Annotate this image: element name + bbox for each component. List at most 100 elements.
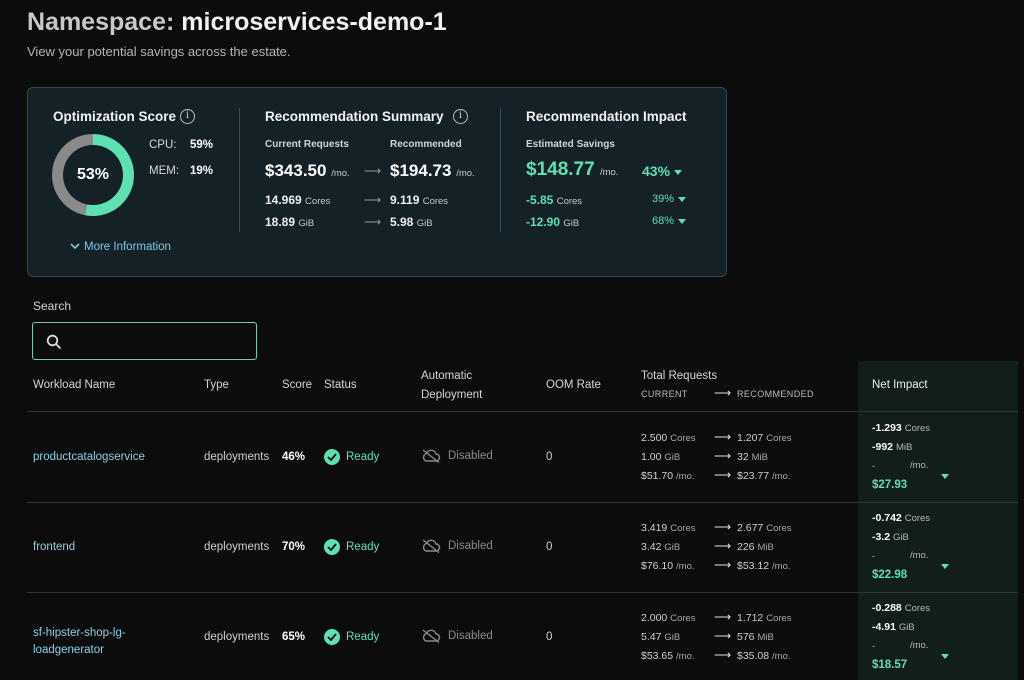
recommended-cores: 1.207 Cores bbox=[737, 432, 792, 444]
namespace-name: microservices-demo-1 bbox=[181, 8, 447, 36]
column-subheader-recommended: RECOMMENDED bbox=[737, 389, 814, 399]
current-memory: 1.00 GiB bbox=[641, 451, 681, 463]
automatic-deployment-status: Disabled bbox=[421, 629, 493, 643]
search-icon bbox=[46, 334, 62, 350]
net-cost-unit: /mo. bbox=[910, 640, 929, 651]
page-title: Namespace: microservices-demo-1 bbox=[27, 8, 447, 37]
estimated-savings-value: $148.77 /mo. bbox=[526, 159, 619, 180]
divider bbox=[500, 108, 501, 232]
savings-percent[interactable]: 43% bbox=[642, 163, 683, 179]
status-badge: Ready bbox=[324, 449, 379, 465]
more-information-toggle[interactable]: More Information bbox=[70, 241, 171, 253]
net-impact-column bbox=[858, 361, 1018, 680]
workload-type: deployments bbox=[204, 631, 270, 643]
caret-down-icon[interactable] bbox=[941, 564, 949, 569]
workload-score: 65% bbox=[282, 631, 306, 643]
column-header-deployment[interactable]: Deployment bbox=[421, 389, 483, 401]
workload-score: 46% bbox=[282, 451, 306, 463]
search-label: Search bbox=[33, 299, 72, 313]
status-label: Ready bbox=[346, 451, 380, 463]
column-header-oom-rate[interactable]: OOM Rate bbox=[546, 379, 601, 391]
net-memory: -3.2 GiB bbox=[872, 531, 909, 543]
check-circle-icon bbox=[324, 539, 340, 555]
cpu-label: CPU: bbox=[149, 139, 177, 151]
net-cost-dash: - bbox=[872, 551, 876, 562]
automatic-deployment-status: Disabled bbox=[421, 539, 493, 553]
net-cores: -1.293 Cores bbox=[872, 422, 931, 434]
cores-percent[interactable]: 39% bbox=[652, 193, 687, 205]
net-savings: $22.98 bbox=[872, 569, 908, 581]
column-header-automatic[interactable]: Automatic bbox=[421, 370, 473, 382]
page-subtitle: View your potential savings across the e… bbox=[27, 44, 291, 59]
recommended-cost: $23.77 /mo. bbox=[737, 470, 791, 482]
column-header-type[interactable]: Type bbox=[204, 379, 229, 391]
arrow-icon: ⟶ bbox=[714, 520, 732, 534]
mem-value: 19% bbox=[190, 165, 214, 177]
caret-down-icon bbox=[674, 169, 683, 175]
search-box[interactable] bbox=[32, 322, 257, 360]
recommended-memory: 226 MiB bbox=[737, 541, 774, 553]
net-memory: -992 MiB bbox=[872, 441, 913, 453]
net-cost-unit: /mo. bbox=[910, 460, 929, 471]
arrow-icon: ⟶ bbox=[714, 610, 732, 624]
arrow-icon: ⟶ bbox=[714, 430, 732, 444]
automatic-deployment-label: Disabled bbox=[448, 540, 493, 552]
current-cost: $76.10 /mo. bbox=[641, 560, 695, 572]
divider bbox=[27, 411, 1018, 412]
recommendation-summary-title: Recommendation Summary bbox=[265, 109, 444, 124]
current-memory: 5.47 GiB bbox=[641, 631, 681, 643]
cloud-off-icon bbox=[422, 629, 441, 643]
current-memory: 18.89 GiB bbox=[265, 215, 315, 229]
column-header-net-impact[interactable]: Net Impact bbox=[872, 379, 928, 391]
oom-rate: 0 bbox=[546, 541, 553, 553]
divider bbox=[27, 502, 1018, 503]
arrow-icon: ⟶ bbox=[714, 449, 732, 463]
net-cost-dash: - bbox=[872, 641, 876, 652]
recommended-cores: 9.119 Cores bbox=[390, 193, 449, 207]
column-header-workload[interactable]: Workload Name bbox=[33, 379, 116, 391]
info-icon[interactable]: i bbox=[453, 109, 468, 124]
recommended-memory: 576 MiB bbox=[737, 631, 774, 643]
workload-score: 70% bbox=[282, 541, 306, 553]
recommended-cores: 2.677 Cores bbox=[737, 522, 792, 534]
workload-name-link[interactable]: frontend bbox=[33, 541, 76, 553]
net-cost-unit: /mo. bbox=[910, 550, 929, 561]
net-cores: -0.742 Cores bbox=[872, 512, 931, 524]
net-cores: -0.288 Cores bbox=[872, 602, 931, 614]
recommendation-impact-title: Recommendation Impact bbox=[526, 109, 687, 124]
net-cost-dash: - bbox=[872, 461, 876, 472]
automatic-deployment-status: Disabled bbox=[421, 449, 493, 463]
column-subheader-current: CURRENT bbox=[641, 389, 688, 399]
current-cores: 3.419 Cores bbox=[641, 522, 696, 534]
search-input[interactable] bbox=[69, 323, 249, 359]
arrow-icon: ⟶ bbox=[364, 193, 382, 207]
caret-down-icon[interactable] bbox=[941, 474, 949, 479]
info-icon[interactable]: i bbox=[180, 109, 195, 124]
optimization-score-value: 53% bbox=[63, 145, 123, 205]
mem-label: MEM: bbox=[149, 165, 180, 177]
caret-down-icon[interactable] bbox=[941, 654, 949, 659]
current-price: $343.50 /mo. bbox=[265, 161, 350, 180]
recommended-label: Recommended bbox=[390, 139, 462, 150]
current-cost: $51.70 /mo. bbox=[641, 470, 695, 482]
check-circle-icon bbox=[324, 629, 340, 645]
net-savings: $18.57 bbox=[872, 659, 908, 671]
workload-name-link[interactable]: productcatalogservice bbox=[33, 451, 145, 463]
divider bbox=[239, 108, 240, 232]
arrow-icon: ⟶ bbox=[364, 164, 382, 178]
column-header-score[interactable]: Score bbox=[282, 379, 313, 391]
oom-rate: 0 bbox=[546, 451, 553, 463]
chevron-down-icon bbox=[70, 243, 80, 250]
oom-rate: 0 bbox=[546, 631, 553, 643]
caret-down-icon bbox=[678, 218, 687, 224]
column-header-total-requests[interactable]: Total Requests bbox=[641, 370, 718, 382]
status-badge: Ready bbox=[324, 539, 379, 555]
memory-percent[interactable]: 68% bbox=[652, 215, 687, 227]
workload-name-link[interactable]: sf-hipster-shop-lg-loadgenerator bbox=[33, 627, 126, 656]
recommended-cost: $53.12 /mo. bbox=[737, 560, 791, 572]
net-savings: $27.93 bbox=[872, 479, 908, 491]
cpu-value: 59% bbox=[190, 139, 214, 151]
arrow-icon: ⟶ bbox=[714, 629, 732, 643]
column-header-status[interactable]: Status bbox=[324, 379, 357, 391]
arrow-icon: ⟶ bbox=[714, 558, 732, 572]
